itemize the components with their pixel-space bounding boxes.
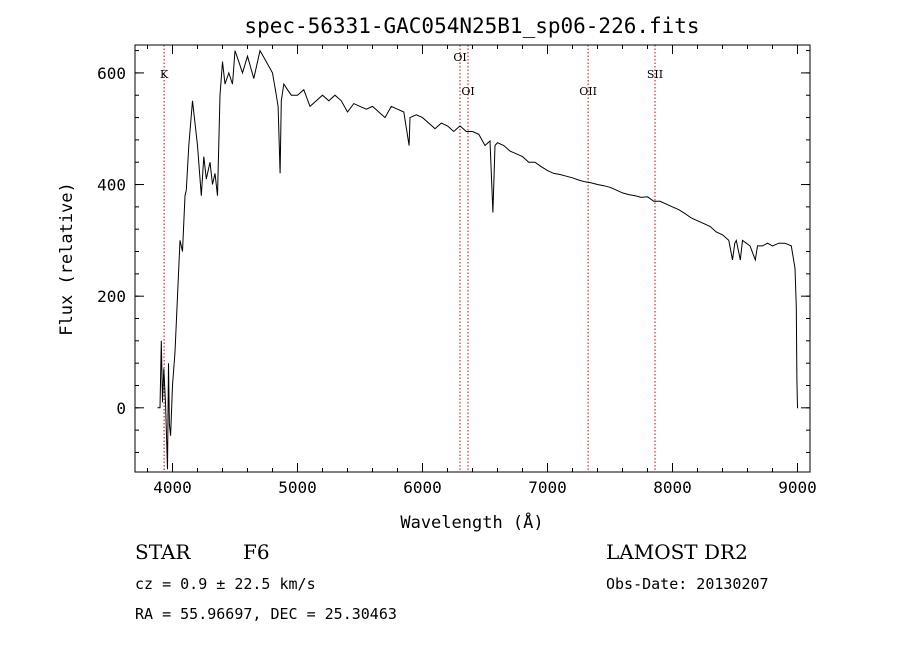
observation-date: Obs-Date: 20130207: [606, 575, 769, 593]
x-axis-label: Wavelength (Å): [400, 511, 543, 533]
axis-ticks-layer: 4000 5000 6000 7000 8000 9000 0 200 400 600: [97, 45, 817, 497]
y-axis-label: Flux (relative): [57, 182, 77, 336]
chart-title: spec-56331-GAC054N25B1_sp06-226.fits: [244, 14, 699, 38]
y-tick-label: 0: [116, 399, 126, 418]
y-tick-label: 600: [97, 64, 126, 83]
x-tick-label: 8000: [653, 478, 692, 497]
x-tick-label: 4000: [153, 478, 192, 497]
y-tick-label: 200: [97, 287, 126, 306]
spectral-line-label: OII: [579, 85, 597, 98]
spectral-line-label: K: [160, 68, 169, 81]
object-subclass: F6: [243, 540, 270, 564]
redshift-velocity: cz = 0.9 ± 22.5 km/s: [135, 575, 316, 593]
spectral-line-label: SII: [647, 68, 663, 81]
spectrum-series-line: [157, 49, 799, 470]
x-tick-label: 7000: [528, 478, 567, 497]
x-tick-label: 5000: [278, 478, 317, 497]
x-tick-label: 6000: [403, 478, 442, 497]
x-tick-label: 9000: [778, 478, 817, 497]
y-tick-label: 400: [97, 176, 126, 195]
object-class: STAR: [135, 540, 191, 564]
survey-name: LAMOST DR2: [606, 540, 748, 564]
spectral-line-label: OI: [461, 85, 474, 98]
spectral-lines-layer: K OI OI OII SII: [160, 45, 663, 472]
plot-frame: [134, 44, 811, 473]
spectral-line-label: OI: [453, 51, 466, 64]
ra-dec-coordinates: RA = 55.96697, DEC = 25.30463: [135, 605, 397, 623]
